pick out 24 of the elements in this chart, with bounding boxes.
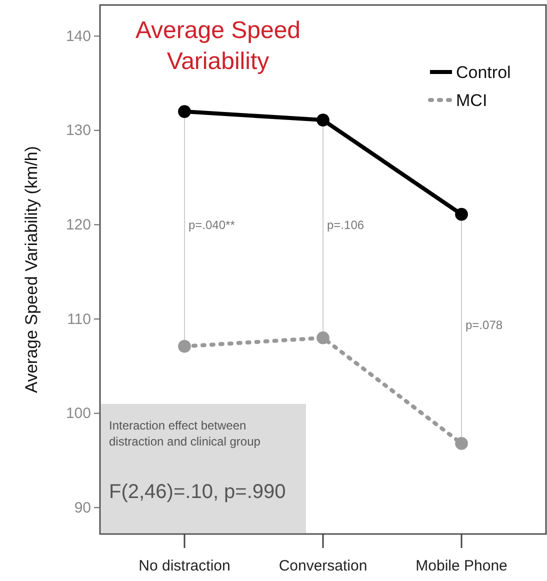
legend-label: Control <box>456 63 511 82</box>
annotation: F(2,46)=.10, p=.990 <box>109 481 286 504</box>
x-tick-label: Mobile Phone <box>416 558 508 574</box>
y-tick-label: 100 <box>66 405 91 422</box>
point <box>455 208 468 221</box>
point <box>316 114 330 126</box>
annotation: Interaction effect between distraction and clinical group <box>109 418 261 449</box>
x-tick-label: No distraction <box>138 558 230 574</box>
annotation: p=.106 <box>327 218 364 232</box>
legend-label: MCI <box>456 91 488 110</box>
y-tick-label: 110 <box>67 310 91 328</box>
text: Average Speed Variability <box>135 17 301 76</box>
y-tick-label: 130 <box>66 122 91 140</box>
y-tick-label: 120 <box>66 216 91 234</box>
point <box>455 437 468 450</box>
x-tick-label: Conversation <box>278 558 368 574</box>
annotation: p=.040** <box>188 218 236 232</box>
point <box>178 105 191 118</box>
annotation: p=.078 <box>466 318 503 332</box>
y-axis-title: Average Speed Variability (km/h) <box>22 146 41 393</box>
point <box>316 331 330 344</box>
y-tick-label: 140 <box>66 28 91 45</box>
point <box>178 340 191 353</box>
y-tick-label: 90 <box>74 499 91 516</box>
